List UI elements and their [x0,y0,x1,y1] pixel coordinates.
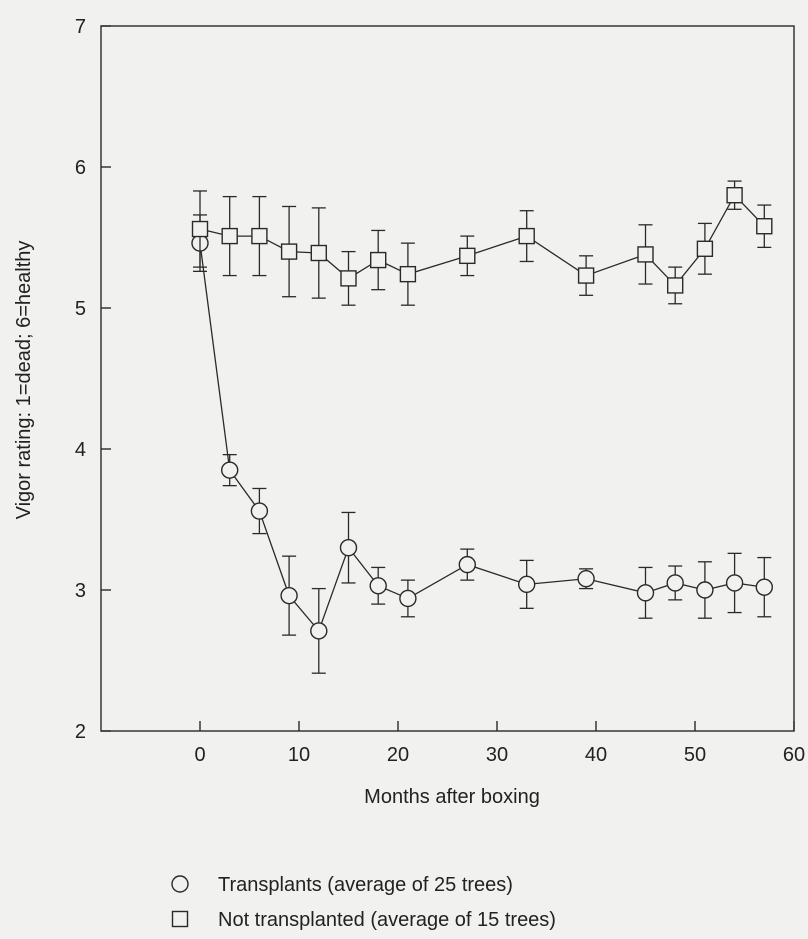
x-tick-label: 20 [387,744,409,766]
data-point-square [280,243,298,260]
data-point-circle [369,577,387,595]
data-point-square [518,227,535,245]
data-point-circle [220,461,239,479]
data-point-square [370,251,387,269]
x-tick-label: 50 [684,744,706,766]
legend-label: Not transplanted (average of 15 trees) [218,909,556,931]
data-point-circle [666,574,684,592]
x-tick-label: 60 [783,744,805,766]
data-point-circle [339,539,358,557]
data-point-square [251,227,268,245]
data-point-circle [458,555,476,574]
data-point-square [696,240,714,257]
data-point-square [726,186,743,204]
data-point-square [756,218,773,235]
data-point-circle [518,575,536,594]
data-point-circle [755,578,773,596]
data-point-square [221,227,238,245]
series-layer [191,180,773,674]
plot-frame [100,25,795,732]
legend-item-circle: Transplants (average of 25 trees) [171,874,513,896]
data-point-square [399,265,417,283]
data-point-square [459,247,476,265]
y-axis-title: Vigor rating: 1=dead; 6=healthy [13,241,35,520]
legend-item-square: Not transplanted (average of 15 trees) [171,909,556,931]
y-tick-label: 5 [75,298,86,320]
data-point-circle [250,502,269,520]
legend-square-icon [171,910,189,928]
series-line [199,194,765,287]
y-tick-label: 3 [75,580,86,602]
x-tick-label: 40 [585,744,607,766]
y-tick-label: 7 [75,16,86,38]
legend-label: Transplants (average of 25 trees) [218,874,513,896]
y-axis: 2 3 4 5 6 7 [75,16,111,743]
x-axis-title: Months after boxing [364,786,540,808]
x-tick-label: 10 [288,744,310,766]
data-point-circle [310,622,328,640]
y-tick-label: 6 [75,157,86,179]
legend-circle-icon [171,875,189,893]
y-tick-label: 4 [75,439,86,461]
data-point-square [577,267,595,284]
plot-area [100,25,795,732]
x-axis: 0 10 20 30 40 50 60 [194,721,805,766]
data-point-square [310,244,327,262]
series-line [199,243,765,633]
y-tick-label: 2 [75,721,86,743]
data-point-circle [399,589,417,608]
data-point-square [637,246,654,263]
x-tick-label: 0 [194,744,205,766]
data-point-square [191,220,209,238]
data-point-circle [636,584,655,602]
data-point-circle [725,574,744,592]
data-point-circle [280,586,298,605]
data-point-square [667,277,684,294]
series-square [191,180,773,306]
data-point-square [340,270,357,287]
x-tick-label: 30 [486,744,508,766]
series-circle [191,214,773,674]
legend: Transplants (average of 25 trees) Not tra… [171,874,556,931]
data-point-circle [577,570,595,588]
data-point-circle [696,581,714,599]
